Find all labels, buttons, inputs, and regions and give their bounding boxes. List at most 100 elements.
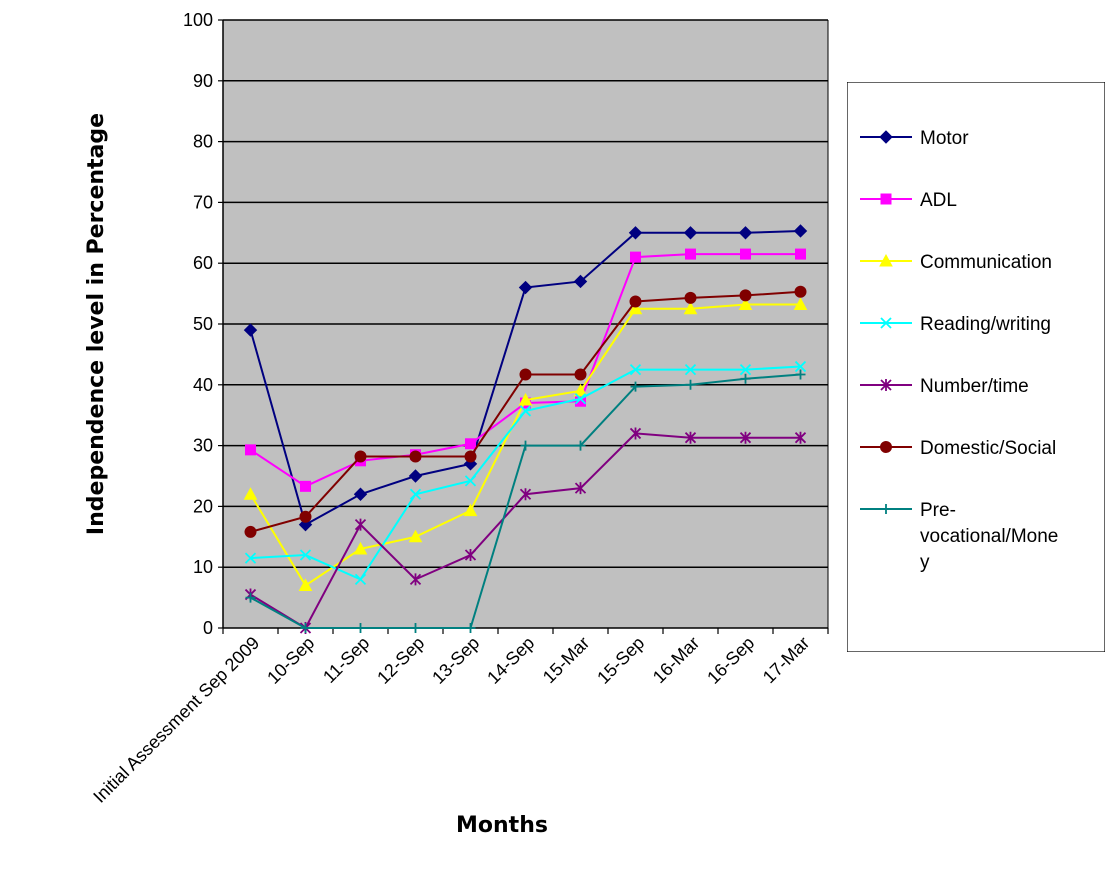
legend-marker [880, 317, 892, 329]
legend-marker [879, 253, 893, 267]
y-axis-title: Independence level in Percentage [84, 113, 109, 535]
data-point-domestic-social [244, 525, 257, 538]
x-tick-label: 16-Mar [649, 633, 703, 687]
data-point-domestic-social [299, 510, 312, 523]
legend-marker [880, 441, 892, 453]
data-point-communication [243, 487, 258, 500]
y-tick-label: 80 [193, 132, 213, 152]
data-point-communication [408, 529, 423, 543]
data-point-reading-writing [519, 405, 532, 417]
data-point-domestic-social [629, 295, 642, 308]
data-point-pre-vocational-money [355, 623, 366, 633]
data-point-adl [465, 438, 476, 450]
data-point-pre-vocational-money [575, 440, 586, 451]
x-tick-label: 16-Sep [703, 633, 758, 688]
data-point-number-time [629, 427, 642, 440]
data-point-pre-vocational-money [465, 623, 476, 633]
data-point-number-time [739, 431, 752, 444]
data-point-communication [353, 541, 368, 555]
data-point-pre-vocational-money [630, 381, 641, 392]
data-point-reading-writing [244, 552, 257, 564]
data-point-domestic-social [739, 289, 752, 302]
data-point-domestic-social [684, 291, 697, 304]
y-tick-label: 10 [193, 557, 213, 577]
data-point-motor [793, 224, 808, 238]
x-tick-label: 10-Sep [263, 633, 318, 688]
data-point-pre-vocational-money [410, 623, 421, 633]
y-tick-label: 30 [193, 436, 213, 456]
data-point-pre-vocational-money [795, 369, 806, 380]
x-tick-labels: Initial Assessment Sep 2009 10-Sep 11-Sep 1… [89, 633, 813, 807]
data-point-motor [628, 226, 643, 240]
data-point-domestic-social [574, 368, 587, 381]
y-tick-label: 20 [193, 496, 213, 516]
legend-label: y [920, 552, 930, 573]
data-point-number-time [794, 431, 807, 444]
data-point-reading-writing [739, 363, 752, 376]
y-tick-label: 50 [193, 314, 213, 334]
legend-marker [881, 504, 891, 514]
data-point-domestic-social [464, 450, 477, 463]
legend-label: Motor [920, 128, 969, 149]
data-point-motor [573, 274, 588, 289]
data-point-reading-writing [354, 573, 367, 585]
data-point-pre-vocational-money [520, 440, 531, 451]
legend-item-domestic-social: Domestic/Social [860, 438, 1056, 459]
data-point-adl [630, 251, 641, 263]
data-point-domestic-social [409, 450, 422, 463]
data-point-reading-writing [409, 488, 422, 500]
legend-box [847, 82, 1105, 652]
series-motor [243, 224, 808, 532]
series-reading-writing [244, 360, 807, 585]
data-point-communication [298, 578, 313, 591]
y-tick-label: 60 [193, 253, 213, 273]
x-tick-label: 14-Sep [483, 633, 538, 688]
data-point-communication [683, 301, 698, 315]
data-point-domestic-social [519, 368, 532, 381]
legend-item-communication: Communication [860, 252, 1052, 273]
x-tick-label: Initial Assessment Sep 2009 [89, 633, 263, 807]
data-point-motor [738, 226, 753, 240]
data-point-reading-writing [684, 363, 697, 376]
legend-item-reading-writing: Reading/writing [860, 314, 1051, 335]
data-point-reading-writing [299, 549, 312, 561]
data-point-reading-writing [794, 360, 807, 373]
data-point-communication [573, 383, 588, 397]
data-point-communication [518, 392, 533, 406]
x-tick-label: 15-Mar [539, 633, 593, 687]
data-point-reading-writing [629, 363, 642, 376]
y-tick-label: 0 [203, 618, 213, 638]
data-point-communication [738, 297, 753, 311]
data-point-adl [740, 248, 751, 260]
legend-label: Number/time [920, 376, 1029, 397]
y-tick-labels: 0 10 20 30 40 50 60 70 80 90 100 [183, 10, 213, 638]
legend-label: ADL [920, 190, 957, 211]
x-tick-label: 15-Sep [593, 633, 648, 688]
legend-marker [879, 130, 893, 144]
y-tick-label: 70 [193, 192, 213, 212]
data-point-motor [353, 487, 368, 501]
data-point-number-time [574, 482, 587, 495]
legend-marker [880, 193, 892, 205]
data-point-adl [245, 444, 256, 456]
data-point-number-time [354, 518, 367, 531]
data-point-motor [683, 226, 698, 240]
data-point-number-time [519, 488, 532, 501]
legend-label: Domestic/Social [920, 438, 1056, 459]
legend: Motor ADL Communication Reading/writing Numb… [847, 82, 1105, 652]
data-point-number-time [409, 573, 422, 586]
data-point-communication [793, 297, 808, 311]
legend-item-number-time: Number/time [860, 376, 1029, 397]
x-tick-label: 11-Sep [319, 633, 373, 687]
legend-label: Reading/writing [920, 314, 1051, 335]
data-point-pre-vocational-money [740, 373, 751, 384]
data-point-number-time [464, 549, 477, 562]
legend-item-adl: ADL [860, 190, 957, 211]
y-tick-label: 90 [193, 71, 213, 91]
y-tick-label: 40 [193, 375, 213, 395]
data-point-domestic-social [794, 285, 807, 298]
data-point-domestic-social [354, 450, 367, 463]
legend-label: Communication [920, 252, 1052, 273]
x-tick-label: 12-Sep [373, 633, 428, 688]
